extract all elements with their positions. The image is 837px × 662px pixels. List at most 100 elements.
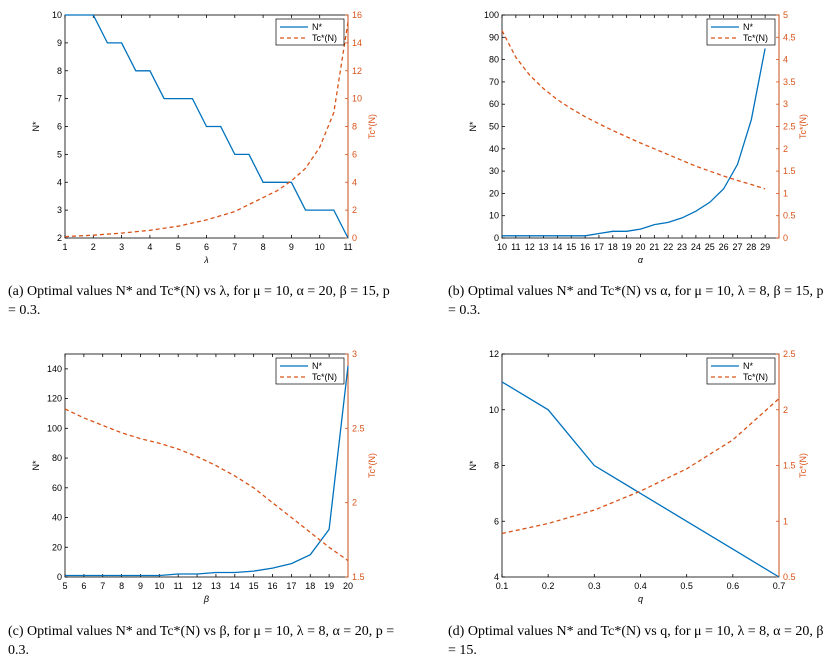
y-right-axis-title: Tc*(N) [798,114,808,139]
y-left-tick-label: 120 [47,394,62,404]
chart-d: 0.1 0.2 0.3 0.4 0.5 0.6 0.7 4 6 8 10 12 0.5 1 1.5 2 2.5 q… [468,349,808,604]
y-left-tick-label: 0 [494,233,499,243]
x-tick-label: 16 [580,242,590,252]
y-left-tick-label: 4 [57,177,62,187]
y-right-tick-label: 14 [352,38,362,48]
legend-label: Tc*(N) [312,372,337,382]
x-tick-label: 13 [211,581,221,591]
y-left-tick-label: 60 [52,483,62,493]
caption-a: (a) Optimal values N* and Tc*(N) vs λ, f… [8,282,398,320]
plot-frame [501,353,780,578]
plot-frame [64,353,349,578]
x-tick-label: 19 [622,242,632,252]
x-tick-label: 0.7 [773,581,786,591]
y-right-tick-label: 5 [783,10,788,20]
y-left-tick-label: 7 [57,94,62,104]
x-tick-label: 15 [249,581,259,591]
x-tick-label: 23 [677,242,687,252]
y-left-axis-title: N* [468,121,478,131]
x-tick-label: 6 [81,581,86,591]
y-right-tick-label: 1.5 [352,572,365,582]
x-tick-label: 12 [525,242,535,252]
y-right-tick-label: 12 [352,66,362,76]
x-tick-label: 18 [305,581,315,591]
x-tick-label: 15 [566,242,576,252]
y-left-tick-label: 3 [57,205,62,215]
y-right-tick-label: 0.5 [783,572,796,582]
y-left-tick-label: 20 [52,542,62,552]
legend-label: N* [743,22,753,32]
x-tick-label: 11 [174,581,183,591]
y-right-tick-label: 1.5 [783,461,796,471]
legend-label: Tc*(N) [743,372,768,382]
y-right-tick-label: 4.5 [783,32,796,42]
y-right-tick-label: 3 [783,99,788,109]
y-left-tick-label: 70 [489,77,499,87]
caption-a-text: Optimal values N* and Tc*(N) vs λ, for μ… [8,284,390,318]
x-tick-label: 9 [138,581,143,591]
x-tick-label: 21 [649,242,659,252]
x-tick-label: 10 [497,242,507,252]
series-line-n [502,48,766,237]
y-right-tick-label: 4 [352,177,357,187]
y-right-tick-label: 3.5 [783,77,796,87]
x-tick-label: 14 [552,242,562,252]
caption-c-text: Optimal values N* and Tc*(N) vs β, for μ… [8,624,395,658]
x-axis-title: q [638,594,643,604]
x-tick-label: 7 [232,242,237,252]
y-left-tick-label: 6 [57,122,62,132]
x-tick-label: 4 [147,242,152,252]
x-tick-label: 5 [62,581,67,591]
y-right-tick-label: 3 [352,349,357,359]
caption-c-prefix: (c) [8,624,24,639]
x-axis-title: λ [203,255,208,265]
y-left-tick-label: 80 [489,55,499,65]
x-tick-label: 10 [315,242,325,252]
y-left-axis-title: N* [468,460,478,470]
series-line-tc [64,21,349,238]
y-left-tick-label: 100 [47,423,62,433]
y-left-tick-label: 20 [489,188,499,198]
series-line-n [65,365,349,577]
caption-b-prefix: (b) [448,284,465,299]
y-left-tick-label: 40 [52,513,62,523]
caption-d-prefix: (d) [448,624,465,639]
x-tick-label: 0.2 [542,581,555,591]
y-right-tick-label: 0 [783,233,788,243]
x-tick-label: 3 [119,242,124,252]
caption-d-text: Optimal values N* and Tc*(N) vs q, for μ… [448,624,824,658]
y-right-axis-title: Tc*(N) [367,453,377,478]
legend-box [275,18,345,46]
x-tick-label: 29 [760,242,770,252]
x-tick-label: 2 [91,242,96,252]
x-tick-label: 0.3 [588,581,601,591]
y-left-tick-label: 10 [52,10,62,20]
caption-b: (b) Optimal values N* and Tc*(N) vs α, f… [448,282,830,320]
legend-label: Tc*(N) [312,33,337,43]
x-tick-label: 19 [324,581,334,591]
x-tick-label: 9 [289,242,294,252]
x-tick-label: 7 [100,581,105,591]
chart-b: 10 11 12 13 14 15 16 17 18 19 20 21 22 23 24 25 26 27 28 29… [468,10,808,265]
x-tick-label: 14 [230,581,240,591]
legend-label: N* [312,361,322,371]
y-left-tick-label: 0 [57,572,62,582]
x-tick-label: 11 [511,242,520,252]
y-right-axis-title: Tc*(N) [798,453,808,478]
y-right-tick-label: 1 [783,188,788,198]
x-tick-label: 22 [663,242,673,252]
y-right-tick-label: 10 [352,94,362,104]
y-left-tick-label: 90 [489,32,499,42]
x-tick-label: 0.1 [496,581,509,591]
y-left-tick-label: 60 [489,99,499,109]
y-left-axis-title: N* [31,460,41,470]
x-tick-label: 13 [539,242,549,252]
caption-d: (d) Optimal values N* and Tc*(N) vs q, f… [448,622,830,660]
x-tick-label: 17 [286,581,296,591]
legend-label: N* [743,361,753,371]
x-tick-label: 20 [343,581,353,591]
x-tick-label: 28 [746,242,756,252]
x-tick-label: 27 [732,242,742,252]
caption-b-text: Optimal values N* and Tc*(N) vs α, for μ… [448,284,824,318]
